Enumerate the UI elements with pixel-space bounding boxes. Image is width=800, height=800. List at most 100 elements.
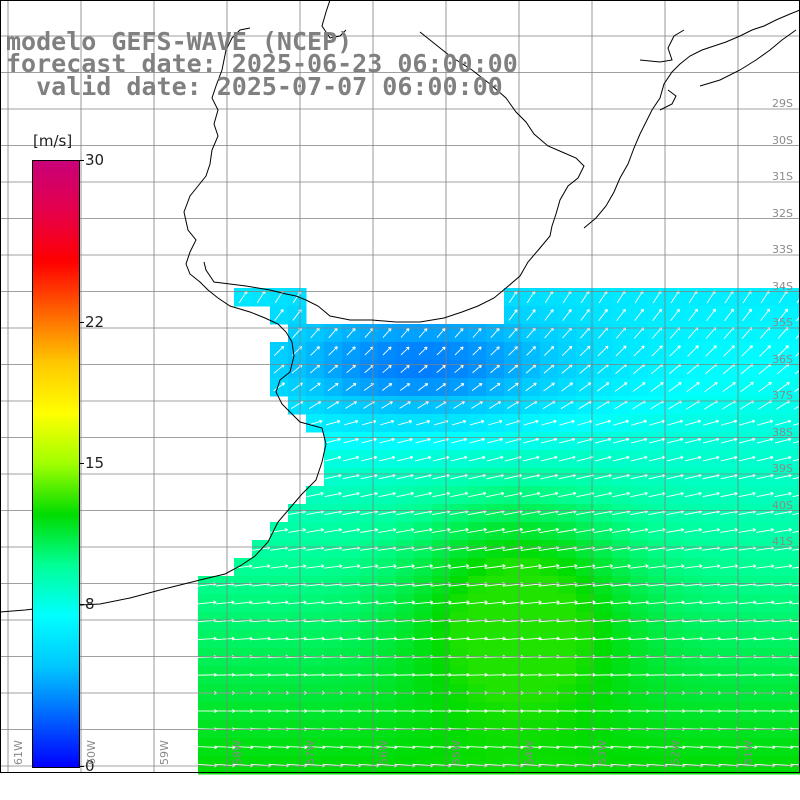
wind-arrow	[324, 491, 342, 498]
longitude-label: 61W	[12, 740, 25, 765]
wind-arrow	[631, 419, 647, 426]
wind-arrow	[343, 419, 359, 426]
wind-arrow	[792, 458, 800, 462]
wind-arrow	[561, 345, 573, 357]
wind-arrow	[328, 346, 338, 356]
latitude-label: 41S	[772, 535, 793, 548]
wind-arrow	[796, 315, 800, 322]
wind-arrow	[724, 308, 734, 322]
wind-arrow	[400, 383, 411, 391]
speed-cell	[792, 306, 800, 325]
wind-arrow	[472, 364, 482, 374]
wind-arrow	[431, 564, 452, 569]
latitude-label: 40S	[772, 498, 793, 512]
wind-arrow	[794, 387, 800, 393]
wind-arrow	[197, 600, 217, 605]
wind-arrow	[197, 636, 217, 641]
wind-arrow	[343, 455, 360, 462]
wind-arrow	[539, 527, 559, 534]
wind-arrow	[773, 600, 793, 605]
wind-arrow	[742, 308, 752, 322]
wind-arrow	[705, 345, 717, 357]
wind-arrow	[702, 437, 720, 444]
coastline	[0, 0, 800, 613]
latitude-label: 30S	[772, 133, 793, 147]
wind-arrow	[776, 381, 790, 393]
wind-arrow	[737, 600, 757, 605]
wind-arrow	[778, 308, 788, 322]
wind-arrow	[471, 382, 483, 391]
wind-arrow	[454, 346, 464, 356]
wind-arrow	[490, 327, 500, 339]
wind-arrow	[793, 422, 800, 426]
wind-arrow	[706, 308, 716, 322]
color-scale-tick-label: 15	[85, 454, 105, 472]
wind-arrow	[508, 346, 518, 356]
wind-arrow	[323, 564, 343, 569]
wind-arrow	[795, 333, 800, 339]
wind-arrow	[612, 491, 630, 498]
wind-arrow	[683, 636, 703, 641]
wind-arrow	[791, 638, 800, 641]
color-scale-tick-label: 22	[85, 312, 105, 331]
wind-arrow	[448, 564, 470, 569]
wind-arrow	[666, 491, 684, 498]
wind-arrow	[616, 308, 626, 322]
wind-arrow	[342, 527, 361, 533]
color-scale-tick-mark	[79, 766, 84, 767]
speed-cell	[792, 522, 800, 541]
wind-arrow	[629, 527, 649, 533]
wind-arrow	[502, 564, 524, 569]
wind-arrow	[323, 636, 343, 641]
wind-arrow	[703, 419, 720, 426]
wind-arrow	[485, 491, 505, 498]
wind-arrow	[310, 346, 320, 356]
wind-arrow	[359, 564, 379, 569]
wind-arrow	[346, 346, 356, 356]
wind-arrow	[558, 455, 576, 462]
latitude-label: 29S	[772, 97, 793, 110]
wind-arrow	[490, 346, 500, 356]
wind-arrow	[415, 437, 431, 444]
wind-arrow	[541, 437, 558, 444]
wind-arrow	[688, 308, 698, 322]
wind-arrow	[274, 309, 284, 321]
wind-arrow	[397, 437, 413, 444]
wind-arrow	[701, 564, 721, 569]
wind-arrow	[487, 419, 503, 426]
wind-arrow	[382, 364, 392, 373]
wind-arrow	[466, 564, 488, 569]
wind-arrow	[449, 527, 469, 534]
wind-arrow	[629, 564, 649, 569]
wind-arrow	[345, 382, 357, 391]
wind-arrow	[522, 455, 540, 462]
wind-arrow	[720, 437, 738, 444]
wind-arrow	[755, 636, 775, 641]
wind-arrow	[273, 345, 285, 356]
wind-arrow	[615, 345, 627, 357]
wind-arrow	[343, 437, 359, 444]
wind-arrow	[362, 419, 377, 426]
wind-arrow	[791, 602, 800, 605]
speed-cell	[792, 738, 800, 757]
wind-arrow	[381, 383, 393, 391]
wind-arrow	[774, 455, 792, 462]
wind-arrow	[544, 345, 555, 356]
wind-arrow	[380, 419, 395, 426]
wind-arrow	[579, 345, 591, 357]
wind-arrow	[723, 345, 735, 357]
wind-arrow	[721, 419, 738, 426]
wind-arrow	[454, 328, 464, 338]
wind-arrow	[450, 455, 468, 462]
wind-arrow	[436, 364, 446, 373]
wind-arrow	[792, 476, 800, 480]
wind-arrow	[453, 383, 465, 391]
wind-arrow	[791, 710, 800, 712]
wind-arrow	[630, 455, 648, 462]
wind-arrow	[598, 308, 608, 321]
wind-arrow	[508, 364, 519, 374]
wind-arrow	[704, 381, 718, 392]
speed-cell	[792, 378, 800, 397]
wind-arrow	[666, 437, 684, 444]
latitude-label: 36S	[772, 352, 793, 366]
